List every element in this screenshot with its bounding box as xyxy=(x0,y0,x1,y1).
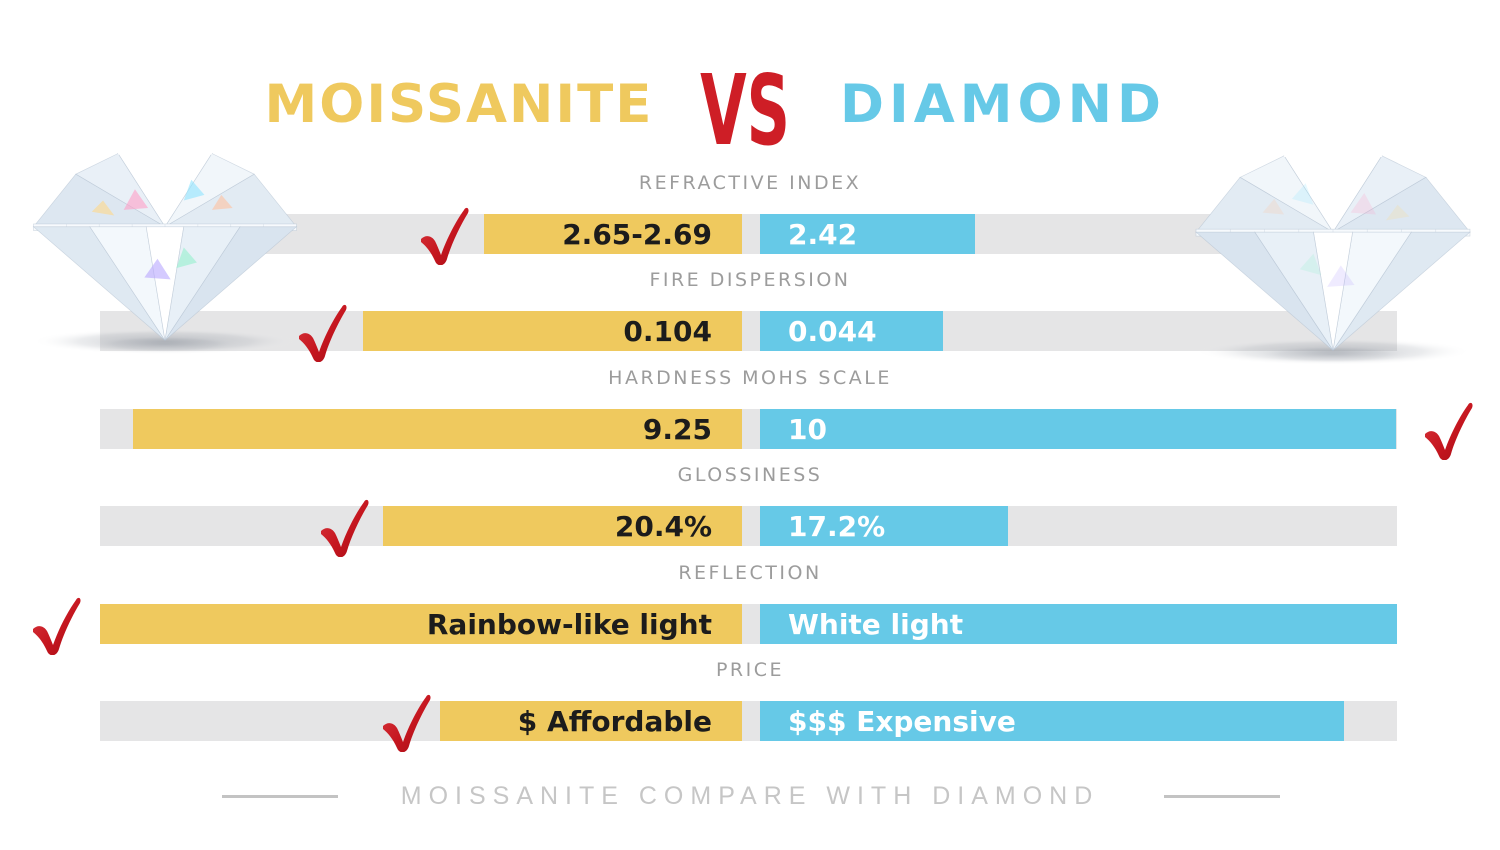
category-label: GLOSSINESS xyxy=(677,464,823,486)
title-diamond: DIAMOND xyxy=(840,74,1166,135)
diamond-bar: 2.42 xyxy=(760,214,975,254)
title-vs: VS xyxy=(700,54,790,167)
bar-track xyxy=(100,311,1397,351)
category-label: PRICE xyxy=(715,659,785,681)
moissanite-bar: $ Affordable xyxy=(440,701,742,741)
winner-check-icon xyxy=(1422,400,1474,460)
footer-caption: MOISSANITE COMPARE WITH DIAMOND xyxy=(400,782,1100,810)
moissanite-bar: 2.65-2.69 xyxy=(484,214,742,254)
bar-track xyxy=(100,214,1397,254)
winner-check-icon xyxy=(318,497,370,557)
footer-left-line xyxy=(222,795,338,798)
moissanite-gem-image xyxy=(24,146,306,362)
winner-check-icon xyxy=(30,595,82,655)
diamond-gem-image xyxy=(1186,148,1480,373)
moissanite-bar: 20.4% xyxy=(383,506,742,546)
bar-track xyxy=(100,506,1397,546)
title-moissanite: MOISSANITE xyxy=(264,74,654,135)
winner-check-icon xyxy=(418,205,470,265)
category-label: REFLECTION xyxy=(678,562,822,584)
footer-right-line xyxy=(1164,795,1280,798)
category-label: FIRE DISPERSION xyxy=(649,269,851,291)
moissanite-bar: Rainbow-like light xyxy=(100,604,742,644)
diamond-bar: 10 xyxy=(760,409,1396,449)
diamond-bar: White light xyxy=(760,604,1397,644)
diamond-bar: 0.044 xyxy=(760,311,943,351)
diamond-bar: 17.2% xyxy=(760,506,1008,546)
moissanite-bar: 0.104 xyxy=(363,311,742,351)
winner-check-icon xyxy=(380,692,432,752)
diamond-bar: $$$ Expensive xyxy=(760,701,1344,741)
moissanite-bar: 9.25 xyxy=(133,409,742,449)
category-label: REFRACTIVE INDEX xyxy=(638,172,862,194)
category-label: HARDNESS MOHS SCALE xyxy=(608,367,892,389)
